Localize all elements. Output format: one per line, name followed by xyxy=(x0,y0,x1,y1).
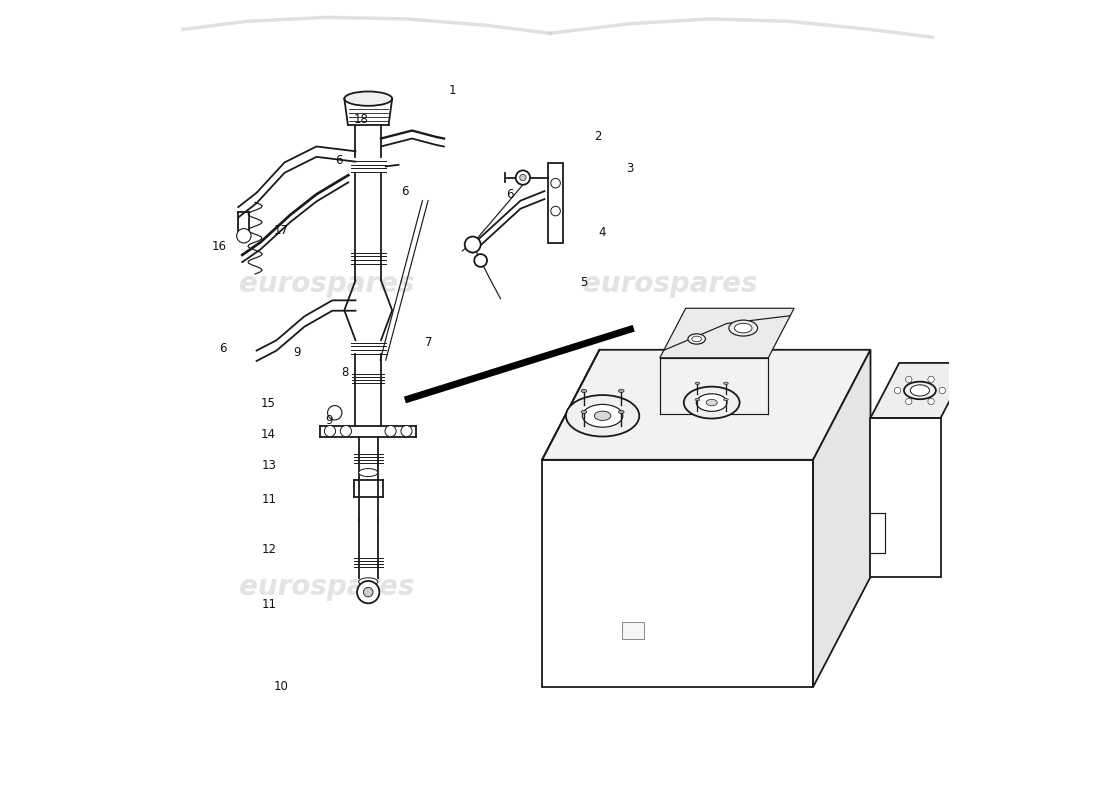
Ellipse shape xyxy=(904,382,936,399)
Circle shape xyxy=(905,376,912,382)
Bar xyxy=(621,622,645,639)
Text: 11: 11 xyxy=(262,493,277,506)
Circle shape xyxy=(939,387,945,394)
Circle shape xyxy=(363,587,373,597)
Text: eurospares: eurospares xyxy=(239,270,415,298)
Ellipse shape xyxy=(684,386,739,418)
Ellipse shape xyxy=(618,390,624,393)
Ellipse shape xyxy=(581,410,586,414)
Circle shape xyxy=(358,581,379,603)
Circle shape xyxy=(519,174,526,181)
Text: eurospares: eurospares xyxy=(239,574,415,602)
Text: 18: 18 xyxy=(353,113,369,126)
Text: 5: 5 xyxy=(581,275,589,289)
Ellipse shape xyxy=(911,385,930,396)
Text: 15: 15 xyxy=(261,397,275,410)
Polygon shape xyxy=(870,363,969,418)
Text: 2: 2 xyxy=(594,130,602,143)
Circle shape xyxy=(928,398,934,405)
Circle shape xyxy=(400,426,412,437)
Ellipse shape xyxy=(724,382,728,385)
Ellipse shape xyxy=(706,399,717,406)
Text: 8: 8 xyxy=(341,366,349,378)
Circle shape xyxy=(328,406,342,420)
Ellipse shape xyxy=(582,404,623,427)
Text: 4: 4 xyxy=(598,226,606,239)
Text: 6: 6 xyxy=(402,185,409,198)
Text: 7: 7 xyxy=(425,336,432,349)
Bar xyxy=(549,163,563,243)
Ellipse shape xyxy=(692,336,702,342)
Circle shape xyxy=(516,170,530,185)
Text: 6: 6 xyxy=(219,342,227,354)
Polygon shape xyxy=(660,308,794,358)
Circle shape xyxy=(464,237,481,253)
Ellipse shape xyxy=(594,411,610,421)
Circle shape xyxy=(551,178,560,188)
Ellipse shape xyxy=(688,334,705,344)
Text: 16: 16 xyxy=(211,240,227,253)
Text: eurospares: eurospares xyxy=(582,574,757,602)
Polygon shape xyxy=(870,418,940,577)
Text: 17: 17 xyxy=(274,224,289,237)
Ellipse shape xyxy=(735,323,752,333)
Circle shape xyxy=(236,229,251,243)
Circle shape xyxy=(894,387,901,394)
Ellipse shape xyxy=(359,578,377,586)
Text: 13: 13 xyxy=(262,459,277,472)
Text: 10: 10 xyxy=(274,681,289,694)
Text: 3: 3 xyxy=(626,162,634,175)
Ellipse shape xyxy=(581,390,586,393)
Circle shape xyxy=(340,426,352,437)
Text: 11: 11 xyxy=(262,598,277,611)
Bar xyxy=(542,460,813,687)
Ellipse shape xyxy=(729,320,758,336)
Polygon shape xyxy=(813,350,870,687)
Text: 9: 9 xyxy=(326,414,333,427)
Ellipse shape xyxy=(695,398,700,401)
Text: 9: 9 xyxy=(294,346,301,358)
Polygon shape xyxy=(542,350,870,460)
Text: eurospares: eurospares xyxy=(582,270,757,298)
Circle shape xyxy=(928,376,934,382)
Text: 6: 6 xyxy=(506,188,514,201)
Ellipse shape xyxy=(359,469,377,477)
Ellipse shape xyxy=(724,398,728,401)
Text: 14: 14 xyxy=(261,428,275,441)
Circle shape xyxy=(905,398,912,405)
Ellipse shape xyxy=(695,382,700,385)
Circle shape xyxy=(385,426,396,437)
Text: 6: 6 xyxy=(336,154,342,167)
Text: 1: 1 xyxy=(449,84,456,97)
Circle shape xyxy=(324,426,336,437)
Ellipse shape xyxy=(565,395,639,437)
Ellipse shape xyxy=(618,410,624,414)
Text: 12: 12 xyxy=(262,543,277,556)
Ellipse shape xyxy=(344,91,393,106)
Ellipse shape xyxy=(696,394,727,411)
Circle shape xyxy=(551,206,560,216)
Circle shape xyxy=(474,254,487,267)
